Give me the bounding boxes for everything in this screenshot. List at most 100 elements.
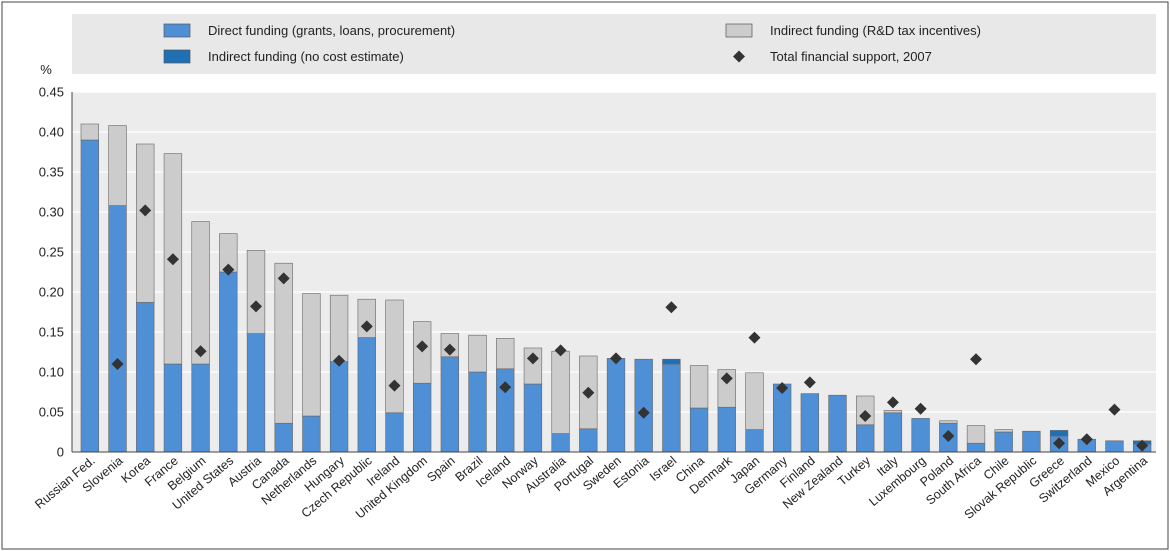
total-support-marker — [1108, 403, 1121, 416]
bar-direct — [689, 407, 709, 453]
total-support-marker — [859, 410, 872, 422]
bar-direct — [523, 383, 543, 453]
total-support-marker — [1053, 437, 1066, 450]
y-tick-label: 0.35 — [39, 165, 64, 180]
y-tick-label: 0.20 — [39, 285, 64, 300]
bar-direct — [966, 442, 986, 453]
total-support-marker — [1136, 439, 1149, 452]
total-support-marker — [970, 353, 982, 366]
bar-indirect-tax — [302, 293, 321, 417]
y-unit-label: % — [40, 62, 52, 77]
legend-swatch — [163, 23, 191, 38]
bar-direct — [551, 433, 570, 453]
total-support-marker — [1080, 433, 1093, 446]
total-support-marker — [942, 430, 955, 442]
total-support-marker — [443, 343, 456, 356]
total-support-marker — [720, 372, 733, 385]
bar-direct — [357, 337, 376, 453]
bar-direct — [440, 356, 460, 453]
bar-direct — [662, 363, 681, 453]
bar-direct — [883, 412, 903, 453]
total-support-marker — [277, 272, 290, 285]
total-support-marker — [166, 253, 179, 266]
total-support-marker — [222, 263, 235, 276]
y-tick-label: 0.40 — [39, 125, 64, 140]
bar-direct — [163, 363, 183, 453]
bar-indirect-tax — [689, 365, 709, 409]
bar-direct — [80, 139, 100, 453]
total-support-marker — [886, 396, 899, 409]
bar-direct — [412, 382, 432, 453]
legend-swatch — [725, 23, 753, 38]
total-support-marker — [499, 381, 512, 394]
bar-indirect-tax — [939, 420, 958, 424]
y-tick-label: 0.25 — [39, 245, 64, 260]
legend-swatch — [163, 49, 191, 64]
bar-direct — [191, 363, 210, 453]
bar-direct — [911, 418, 930, 453]
bar-indirect-tax — [551, 350, 570, 434]
bar-indirect-tax — [357, 298, 376, 338]
total-support-marker — [665, 301, 678, 314]
total-support-marker — [582, 386, 595, 399]
bar-indirect-tax — [136, 143, 155, 303]
bar-direct — [772, 383, 792, 453]
total-support-marker — [388, 379, 401, 392]
bar-direct — [717, 406, 736, 453]
bar-indirect-no-estimate — [662, 358, 681, 365]
bar-indirect-tax — [745, 372, 764, 430]
bar-direct — [302, 415, 321, 453]
total-support-marker — [748, 331, 761, 344]
bar-direct — [1105, 440, 1124, 453]
bar-direct — [856, 424, 875, 453]
total-support-marker — [139, 204, 152, 217]
bar-indirect-tax — [274, 262, 293, 424]
total-support-marker — [526, 352, 539, 365]
total-support-marker — [776, 382, 789, 394]
bar-indirect-tax — [496, 338, 515, 370]
bar-indirect-tax — [412, 321, 432, 384]
y-tick-label: 0.45 — [39, 85, 64, 100]
total-support-marker — [111, 358, 124, 370]
legend-label: Total financial support, 2007 — [770, 49, 932, 64]
bar-indirect-tax — [385, 299, 404, 414]
total-support-marker — [803, 376, 816, 389]
y-tick-label: 0.10 — [39, 365, 64, 380]
y-tick-label: 0.05 — [39, 405, 64, 420]
total-support-marker — [416, 340, 429, 353]
bar-indirect-no-estimate — [1049, 430, 1069, 437]
bar-direct — [108, 205, 127, 453]
total-support-marker — [250, 300, 262, 313]
legend-band — [72, 14, 1156, 74]
bar-direct — [329, 361, 349, 453]
total-support-marker — [194, 345, 207, 358]
legend-label: Direct funding (grants, loans, procureme… — [208, 23, 455, 38]
bar-direct — [468, 371, 487, 453]
total-support-marker — [554, 344, 567, 357]
bar-indirect-tax — [468, 334, 487, 373]
total-support-marker — [637, 406, 650, 419]
bar-direct — [634, 358, 653, 453]
bar-indirect-tax — [246, 250, 266, 334]
legend-marker — [733, 50, 745, 63]
bar-indirect-tax — [966, 425, 986, 444]
y-tick-label: 0 — [57, 445, 64, 460]
bar-direct — [385, 412, 404, 453]
bar-direct — [994, 431, 1013, 453]
legend-label: Indirect funding (no cost estimate) — [208, 49, 404, 64]
bar-direct — [274, 422, 293, 453]
y-tick-label: 0.15 — [39, 325, 64, 340]
bar-direct — [828, 394, 847, 453]
bar-direct — [246, 333, 266, 453]
bar-direct — [745, 429, 764, 453]
total-support-marker — [360, 320, 373, 333]
bar-direct — [1022, 430, 1041, 453]
bar-direct — [579, 428, 598, 453]
bar-indirect-tax — [329, 294, 349, 362]
bar-indirect-tax — [191, 221, 210, 365]
bar-direct — [800, 393, 820, 453]
bar-indirect-tax — [80, 123, 100, 141]
bar-direct — [136, 302, 155, 453]
bar-indirect-tax — [994, 429, 1013, 433]
total-support-marker — [914, 402, 927, 415]
